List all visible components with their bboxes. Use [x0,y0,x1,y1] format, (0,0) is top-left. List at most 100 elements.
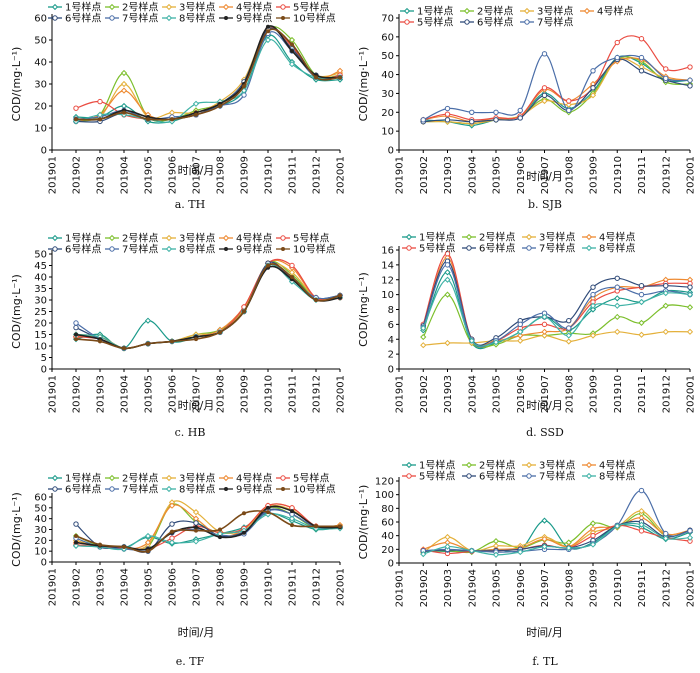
legend-marker [524,19,530,25]
data-point [168,539,176,546]
data-point [492,339,500,346]
x-tick-label: 201906 [516,569,527,607]
data-point [662,302,669,309]
legend-marker [51,3,59,11]
data-point [444,105,451,112]
x-tick-label: 201904 [467,569,478,607]
data-point [290,42,294,47]
legend-marker [525,233,533,241]
chart-panel-1: 0 10 20 30 40 50 60 201901 201902 201903 201904 201… [10,1,347,212]
data-point [638,528,645,534]
x-tick-label: 201906 [168,156,179,194]
data-point [73,521,79,527]
data-point [541,332,548,339]
data-point [638,36,645,42]
data-point [192,538,200,545]
data-point [590,291,596,298]
data-point [614,39,620,46]
legend-entry: 7号样点 [520,16,573,29]
data-point [614,295,621,302]
data-point [614,54,620,61]
data-point [493,117,499,123]
x-tick-label: 201901 [395,375,406,413]
x-tick-label: 202001 [336,375,347,413]
data-point [541,85,548,91]
data-point [663,75,669,82]
legend-entry: 5号样点 [276,472,329,485]
y-tick-label: 45 [34,261,47,272]
x-tick-label: 201907 [540,375,551,413]
data-point [638,319,645,326]
legend-entry: 4号样点 [219,472,272,485]
data-point [687,528,693,534]
series-5 [73,502,343,552]
data-point [74,117,78,122]
panel-caption: d. SSD [526,426,564,439]
x-tick-label: 201908 [216,375,227,413]
data-point [72,542,80,549]
data-point [290,275,294,279]
legend-label: 6号样点 [479,470,515,483]
series-line [423,330,691,346]
data-point [73,320,79,326]
legend-label: 9号样点 [236,12,272,25]
legend-label: 5号样点 [417,16,453,29]
legend-label: 5号样点 [293,232,329,245]
legend-label: 8号样点 [599,242,635,255]
data-point [444,543,451,550]
legend-marker [583,7,591,15]
data-point [663,283,669,289]
data-point [468,547,475,554]
legend-entry: 2号样点 [460,5,513,18]
data-point [170,529,174,534]
y-axis-label: COD/(mg·L⁻¹) [10,274,23,349]
series-4 [420,56,694,125]
legend-label: 5号样点 [293,472,329,485]
data-point [144,532,152,540]
legend-label: 8号样点 [179,12,215,25]
x-tick-label: 201907 [540,569,551,607]
legend-label: 6号样点 [65,243,101,256]
data-point [290,523,294,528]
panel-caption: e. TF [176,655,205,668]
data-point [662,290,669,297]
legend-entry: 4号样点 [219,1,272,14]
data-point [122,110,126,115]
x-tick-label: 201903 [443,375,454,413]
legend-label: 7号样点 [537,16,573,29]
x-tick-label: 201912 [312,375,323,413]
legend-entry: 3号样点 [162,1,215,14]
legend-entry: 3号样点 [522,459,575,472]
data-point [638,507,645,515]
data-point [218,104,222,108]
legend-label: 3号样点 [539,231,575,244]
legend-marker [222,474,230,482]
series-line [75,27,341,121]
legend-label: 9号样点 [236,243,272,256]
legend-marker [108,474,116,482]
y-tick-label: 10 [34,342,47,353]
data-point [290,49,294,53]
series-8 [420,276,694,347]
data-point [146,549,150,554]
data-point [146,341,150,346]
x-tick-label: 201911 [288,375,299,413]
data-point [541,517,548,524]
data-point [169,521,175,527]
legend-label: 1号样点 [65,472,101,485]
x-tick-label: 201907 [540,156,551,194]
data-point [444,262,451,268]
data-point [687,83,693,89]
y-tick-label: 0 [388,146,394,157]
y-tick-label: 40 [34,58,47,69]
x-tick-label: 201901 [395,569,406,607]
y-tick-label: 50 [34,36,47,47]
y-tick-label: 0 [388,559,394,570]
data-point [266,510,270,515]
legend-label: 10号样点 [293,483,336,496]
series-line [75,263,341,350]
x-tick-label: 201909 [589,569,600,607]
y-tick-label: 30 [34,80,47,91]
data-point [194,525,198,530]
series-line [75,25,341,122]
